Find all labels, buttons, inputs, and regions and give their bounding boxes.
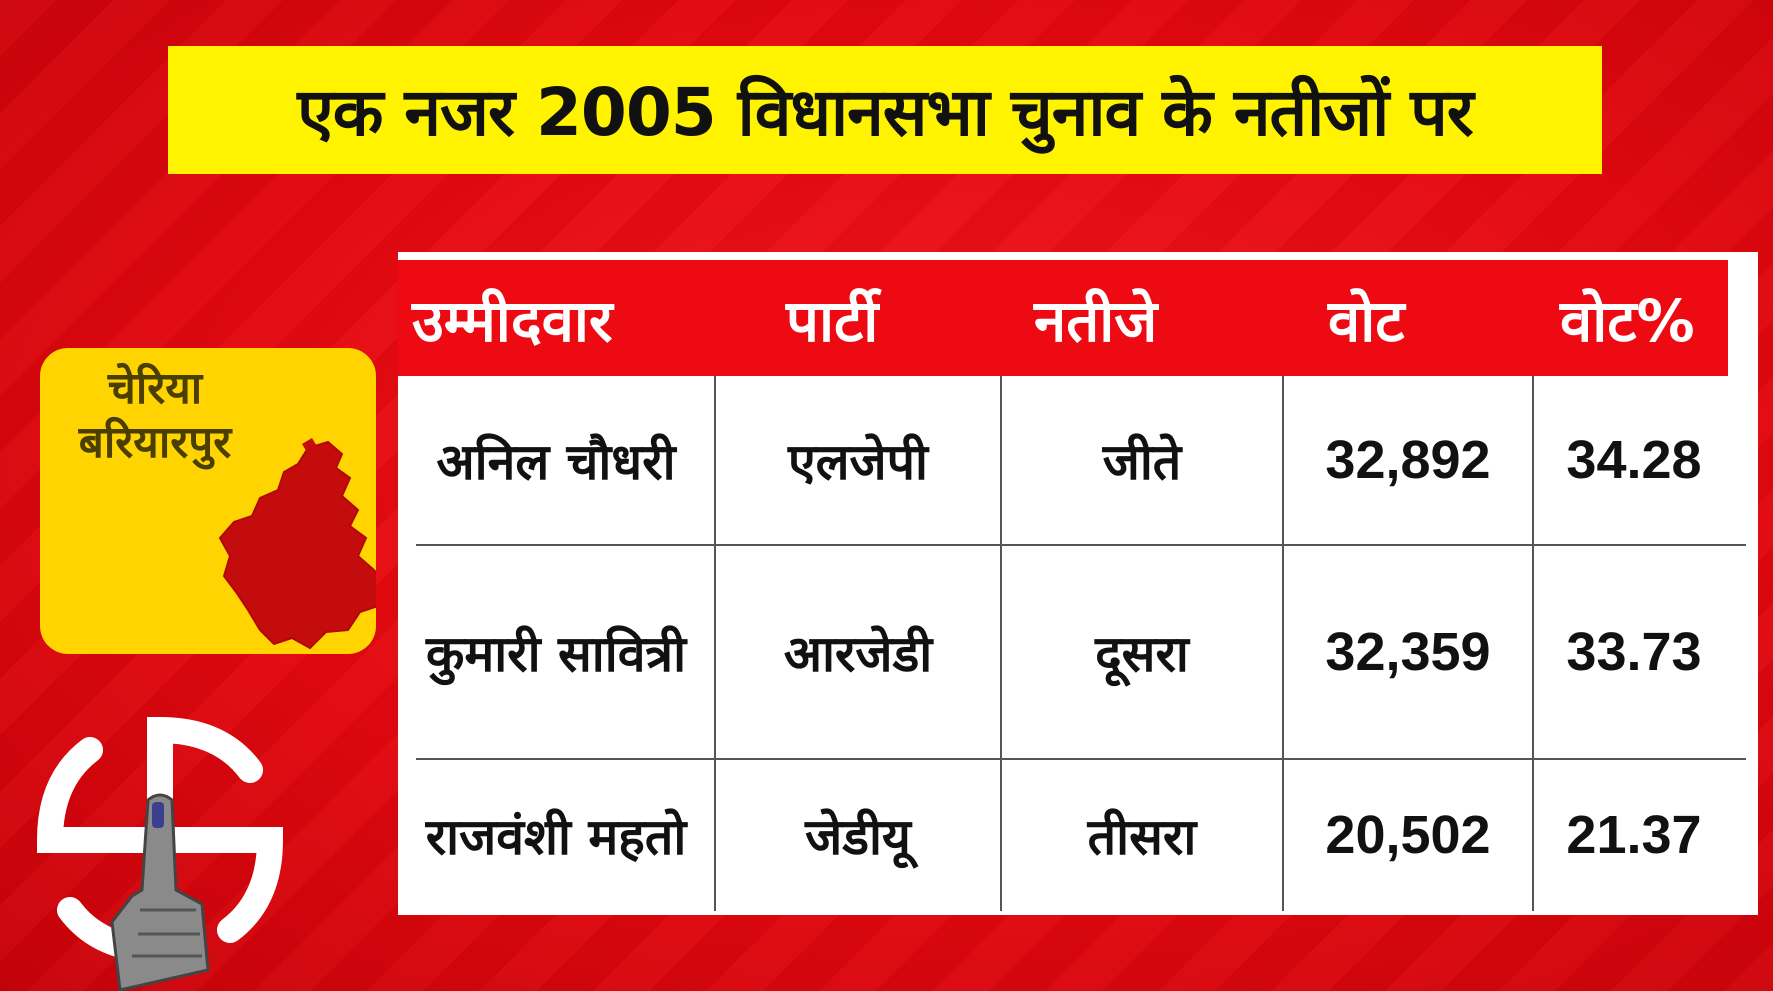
vote-percent: 33.73 (1566, 622, 1702, 682)
party-name: आरजेडी (783, 625, 933, 683)
constituency-name-line2: बरियारपुर (78, 417, 232, 468)
page-title: एक नजर 2005 विधानसभा चुनाव के नतीजों पर (297, 74, 1473, 151)
result-text: जीते (1102, 433, 1182, 491)
party-name: जेडीयू (805, 808, 911, 866)
map-shape-icon (218, 438, 376, 650)
candidate-name: अनिल चौधरी (436, 433, 676, 491)
header-votes: वोट (1328, 286, 1405, 355)
constituency-name: चेरिया बरियारपुर (40, 362, 270, 470)
results-table: उम्मीदवार पार्टी नतीजे वोट वोट% अनिल चौध… (398, 252, 1758, 915)
column-divider (1000, 376, 1002, 911)
table-header: उम्मीदवार पार्टी नतीजे वोट वोट% (398, 260, 1728, 376)
column-divider (1532, 376, 1534, 911)
election-symbol-icon (36, 716, 284, 991)
vote-count: 32,359 (1325, 622, 1491, 682)
result-text: दूसरा (1095, 625, 1189, 683)
column-divider (1282, 376, 1284, 911)
header-vote-percent: वोट% (1560, 286, 1695, 355)
candidate-name: कुमारी सावित्री (425, 625, 687, 683)
row-divider (416, 544, 1746, 546)
candidate-name: राजवंशी महतो (425, 808, 687, 866)
vote-count: 32,892 (1325, 430, 1491, 490)
vote-percent: 34.28 (1566, 430, 1702, 490)
header-party: पार्टी (786, 286, 879, 355)
column-divider (714, 376, 716, 911)
row-divider (416, 758, 1746, 760)
party-name: एलजेपी (788, 433, 928, 491)
vote-count: 20,502 (1325, 805, 1491, 865)
constituency-name-line1: चेरिया (107, 363, 203, 414)
vote-percent: 21.37 (1566, 805, 1702, 865)
result-text: तीसरा (1087, 808, 1197, 866)
header-candidate: उम्मीदवार (412, 286, 613, 355)
header-result: नतीजे (1034, 286, 1158, 355)
constituency-badge: चेरिया बरियारपुर (40, 348, 376, 654)
title-banner: एक नजर 2005 विधानसभा चुनाव के नतीजों पर (168, 46, 1602, 174)
